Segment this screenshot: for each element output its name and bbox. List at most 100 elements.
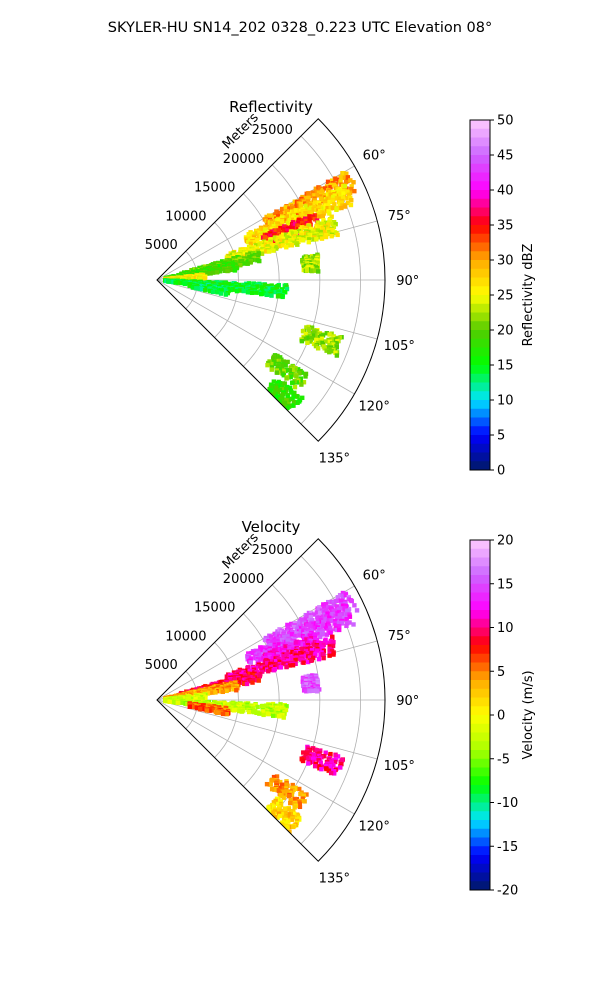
echo-cell <box>197 276 203 282</box>
echo-cell <box>295 649 301 655</box>
echo-cell <box>309 325 315 330</box>
echo-cell <box>254 710 259 716</box>
echo-cell <box>297 786 302 792</box>
echo-cell <box>222 701 228 706</box>
colorbar-segment <box>470 610 490 620</box>
echo-cell <box>334 624 339 629</box>
echo-cell <box>281 715 286 720</box>
echo-cell <box>301 660 306 665</box>
echo-cell <box>301 629 306 634</box>
echo-cell <box>333 176 338 182</box>
echo-cell <box>321 218 326 223</box>
echo-cell <box>319 766 324 772</box>
echo-cell <box>262 228 268 233</box>
echo-cell <box>274 774 280 779</box>
echo-cell <box>305 340 310 346</box>
echo-cell <box>335 613 340 618</box>
colorbar-segment <box>470 592 490 602</box>
echo-cell <box>223 292 229 297</box>
echo-cell <box>337 592 343 598</box>
echo-cell <box>347 620 352 625</box>
echo-cell <box>245 665 250 670</box>
colorbar-segment <box>470 855 490 865</box>
echo-cell <box>323 617 329 622</box>
echo-cell <box>318 627 323 633</box>
colorbar-tick-label: -15 <box>497 840 518 855</box>
echo-cell <box>329 178 335 183</box>
echo-cell <box>295 400 300 405</box>
echo-cell <box>275 787 280 793</box>
echo-cell <box>285 825 290 830</box>
colorbar-segment <box>470 146 490 156</box>
echo-cell <box>323 234 329 240</box>
echo-cell <box>280 381 285 386</box>
colorbar-segment <box>470 653 490 663</box>
colorbar-tick-label: -20 <box>497 884 518 899</box>
echo-cell <box>304 325 309 330</box>
echo-cell <box>340 590 346 596</box>
echo-cell <box>325 179 331 185</box>
echo-cell <box>341 188 347 194</box>
echo-cell <box>334 598 339 604</box>
colorbar-segment <box>470 557 490 567</box>
echo-cell <box>300 395 305 401</box>
echo-cell <box>231 708 237 713</box>
echo-cell <box>275 381 281 386</box>
echo-cell <box>275 214 281 219</box>
colorbar-segment <box>470 846 490 856</box>
echo-cell <box>267 233 273 238</box>
colorbar-segment <box>470 566 490 576</box>
echo-cell <box>305 613 310 618</box>
echo-cell <box>279 808 284 814</box>
echo-cell <box>256 652 262 657</box>
echo-cell <box>312 268 318 273</box>
echo-cell <box>306 265 311 270</box>
echo-cell <box>254 243 259 248</box>
echo-cell <box>301 651 306 656</box>
colorbar-segment <box>470 452 490 462</box>
echo-cell <box>249 650 254 656</box>
echo-cell <box>321 642 326 648</box>
echo-cell <box>288 627 294 633</box>
panel-title: Reflectivity <box>229 98 313 116</box>
echo-cell <box>316 190 322 196</box>
echo-cell <box>286 397 291 403</box>
echo-cell <box>269 778 274 783</box>
echo-cell <box>279 363 285 369</box>
echo-cell <box>333 754 339 759</box>
echo-cell <box>299 382 304 387</box>
echo-cell <box>345 621 350 626</box>
echo-cell <box>285 783 290 788</box>
echo-cell <box>238 262 243 268</box>
echo-cell <box>279 206 285 212</box>
colorbar-tick-label: 0 <box>497 464 505 479</box>
echo-cell <box>285 395 291 400</box>
echo-cell <box>283 363 288 368</box>
echo-cell <box>282 806 288 811</box>
echo-region <box>187 701 231 717</box>
echo-cell <box>317 751 322 756</box>
echo-cell <box>300 796 305 801</box>
echo-cell <box>278 384 283 390</box>
echo-cell <box>269 664 274 670</box>
colorbar-segment <box>470 811 490 821</box>
echo-cell <box>288 636 294 642</box>
echo-cell <box>311 642 316 647</box>
echo-cell <box>307 218 312 223</box>
echo-cell <box>306 610 312 616</box>
echo-cell <box>304 689 309 694</box>
echo-cell <box>322 638 328 644</box>
echo-cell <box>301 263 306 268</box>
colorbar-segment <box>470 207 490 217</box>
azimuth-spoke <box>157 279 378 340</box>
echo-cell <box>288 797 293 803</box>
echo-cell <box>259 703 265 709</box>
echo-cell <box>231 687 236 692</box>
echo-cell <box>289 243 295 248</box>
echo-cell <box>323 203 328 208</box>
echo-cell <box>284 398 289 403</box>
echo-cell <box>306 239 311 245</box>
echo-cell <box>255 238 260 243</box>
colorbar-tick-label: 50 <box>497 114 514 129</box>
